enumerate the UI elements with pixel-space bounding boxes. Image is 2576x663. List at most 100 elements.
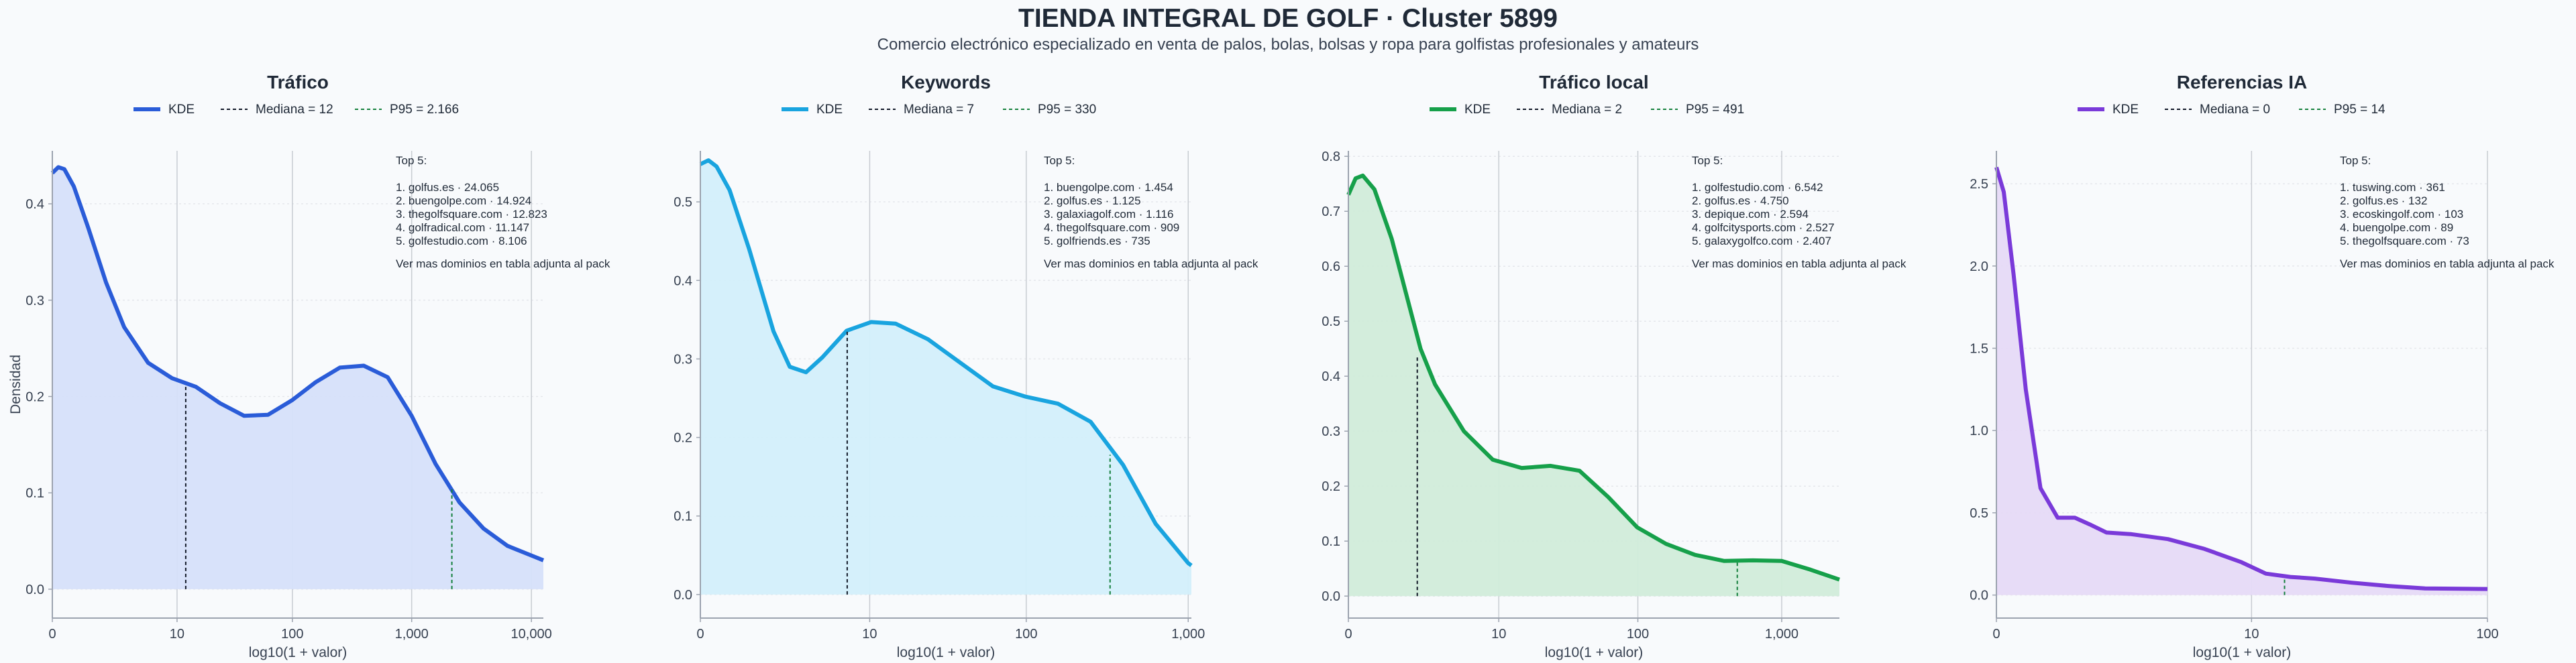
legend-kde-label: KDE: [1464, 103, 1491, 117]
x-tick-label: 0: [1992, 627, 2000, 642]
legend-kde-label: KDE: [2112, 103, 2139, 117]
top5-item: 1. golfestudio.com · 6.542: [1692, 181, 1823, 194]
y-tick-label: 0.3: [674, 352, 692, 367]
x-axis-label: log10(1 + valor): [2193, 645, 2292, 660]
x-axis-label: log10(1 + valor): [1545, 645, 1644, 660]
legend-median-label: Mediana = 12: [256, 103, 333, 117]
legend-median-label: Mediana = 7: [904, 103, 974, 117]
top5-item: 3. galaxiagolf.com · 1.116: [1044, 208, 1173, 221]
x-tick-label: 100: [2476, 627, 2498, 642]
top5-title: Top 5:: [1044, 154, 1075, 167]
x-tick-label: 0: [48, 627, 56, 642]
top5-item: 4. golfcitysports.com · 2.527: [1692, 221, 1835, 234]
legend-p95-label: P95 = 14: [2334, 103, 2385, 117]
top5-item: 1. buengolpe.com · 1.454: [1044, 181, 1173, 194]
y-tick-label: 0.3: [25, 294, 44, 308]
top5-item: 2. golfus.es · 132: [2340, 194, 2427, 207]
top5-item: 2. golfus.es · 1.125: [1044, 194, 1141, 207]
kde-area: [700, 160, 1191, 595]
x-tick-label: 100: [1015, 627, 1037, 642]
y-tick-label: 0.0: [674, 588, 692, 603]
y-tick-label: 0.2: [674, 431, 692, 446]
legend: KDE Mediana = 0 P95 = 14: [2078, 103, 2385, 117]
y-tick-label: 1.0: [1970, 424, 1988, 438]
legend-kde-label: KDE: [168, 103, 195, 117]
x-tick-label: 10,000: [511, 627, 552, 642]
top5-note: Ver mas dominios en tabla adjunta al pac…: [2340, 257, 2555, 270]
top5-item: 5. golfriends.es · 735: [1044, 235, 1150, 247]
legend-p95-label: P95 = 330: [1038, 103, 1096, 117]
chart-title: Referencias IA: [2177, 72, 2308, 93]
y-tick-label: 0.7: [1322, 204, 1340, 219]
kde-area: [1348, 175, 1839, 597]
chart-title: Tráfico local: [1539, 72, 1648, 93]
page-subtitle: Comercio electrónico especializado en ve…: [877, 36, 1699, 54]
x-tick-label: 10: [862, 627, 877, 642]
top5-item: 3. thegolfsquare.com · 12.823: [396, 208, 547, 221]
kde-line: [1994, 166, 2488, 591]
top5-item: 2. buengolpe.com · 14.924: [396, 194, 531, 207]
y-tick-label: 0.0: [25, 583, 44, 597]
legend: KDE Mediana = 12 P95 = 2.166: [133, 103, 459, 117]
top5-note: Ver mas dominios en tabla adjunta al pac…: [1692, 257, 1907, 270]
legend-median-label: Mediana = 2: [1552, 103, 1622, 117]
y-tick-label: 0.2: [25, 389, 44, 404]
x-tick-label: 100: [281, 627, 303, 642]
chart-panel-3: 0.0 0.1 0.2 0.3 0.4 0.5 0.6 0.7 0.8 0 10 100 1,000 lo…: [1322, 72, 1907, 660]
y-tick-label: 0.5: [674, 195, 692, 210]
top5-title: Top 5:: [396, 154, 427, 167]
y-tick-label: 0.1: [25, 486, 44, 501]
top5-item: 3. ecoskingolf.com · 103: [2340, 208, 2463, 221]
top5-item: 3. depique.com · 2.594: [1692, 208, 1809, 221]
top5-title: Top 5:: [1692, 154, 1723, 167]
y-tick-label: 0.4: [1322, 369, 1340, 384]
x-axis-label: log10(1 + valor): [249, 645, 347, 660]
y-tick-label: 0.0: [1970, 589, 1988, 603]
page-title: TIENDA INTEGRAL DE GOLF · Cluster 5899: [1018, 4, 1558, 33]
top5-item: 2. golfus.es · 4.750: [1692, 194, 1789, 207]
x-tick-label: 0: [696, 627, 704, 642]
chart-title: Tráfico: [267, 72, 329, 93]
top5-item: 1. tuswing.com · 361: [2340, 181, 2445, 194]
top5-note: Ver mas dominios en tabla adjunta al pac…: [1044, 257, 1258, 270]
top5-title: Top 5:: [2340, 154, 2371, 167]
y-tick-label: 0.6: [1322, 259, 1340, 274]
y-tick-label: 0.1: [674, 509, 692, 524]
x-axis-label: log10(1 + valor): [897, 645, 996, 660]
kde-area: [52, 167, 543, 589]
chart-panel-1: 0.0 0.1 0.2 0.3 0.4 0 10 100 1,000 10,000 log10(1 …: [8, 72, 610, 660]
y-tick-label: 0.4: [674, 274, 692, 288]
y-tick-label: 1.5: [1970, 342, 1988, 357]
legend-p95-label: P95 = 491: [1686, 103, 1744, 117]
x-tick-label: 10: [1491, 627, 1506, 642]
x-tick-label: 1,000: [395, 627, 429, 642]
x-tick-label: 100: [1627, 627, 1649, 642]
y-tick-label: 0.5: [1970, 506, 1988, 521]
kde-area: [1996, 167, 2487, 595]
y-tick-label: 0.5: [1322, 314, 1340, 329]
y-tick-label: 2.5: [1970, 177, 1988, 192]
x-tick-label: 1,000: [1171, 627, 1205, 642]
y-tick-label: 0.1: [1322, 534, 1340, 549]
legend-kde-label: KDE: [816, 103, 843, 117]
top5-item: 5. thegolfsquare.com · 73: [2340, 235, 2469, 247]
top5-item: 5. galaxygolfco.com · 2.407: [1692, 235, 1831, 247]
legend: KDE Mediana = 2 P95 = 491: [1430, 103, 1744, 117]
top5-item: 4. buengolpe.com · 89: [2340, 221, 2453, 234]
y-tick-label: 0.3: [1322, 424, 1340, 439]
legend-median-label: Mediana = 0: [2200, 103, 2270, 117]
y-tick-label: 0.2: [1322, 479, 1340, 494]
kde-line: [50, 165, 545, 562]
top5-item: 4. golfradical.com · 11.147: [396, 221, 529, 234]
chart-panel-2: 0.0 0.1 0.2 0.3 0.4 0.5 0 10 100 1,000 log10(1 + v…: [674, 72, 1258, 660]
x-tick-label: 10: [170, 627, 184, 642]
kde-line: [1346, 173, 1840, 582]
y-tick-label: 0.4: [25, 197, 44, 212]
legend: KDE Mediana = 7 P95 = 330: [782, 103, 1096, 117]
x-tick-label: 0: [1344, 627, 1352, 642]
x-tick-label: 10: [2244, 627, 2259, 642]
top5-item: 5. golfestudio.com · 8.106: [396, 235, 527, 247]
x-tick-label: 1,000: [1765, 627, 1799, 642]
top5-item: 1. golfus.es · 24.065: [396, 181, 499, 194]
chart-title: Keywords: [901, 72, 991, 93]
